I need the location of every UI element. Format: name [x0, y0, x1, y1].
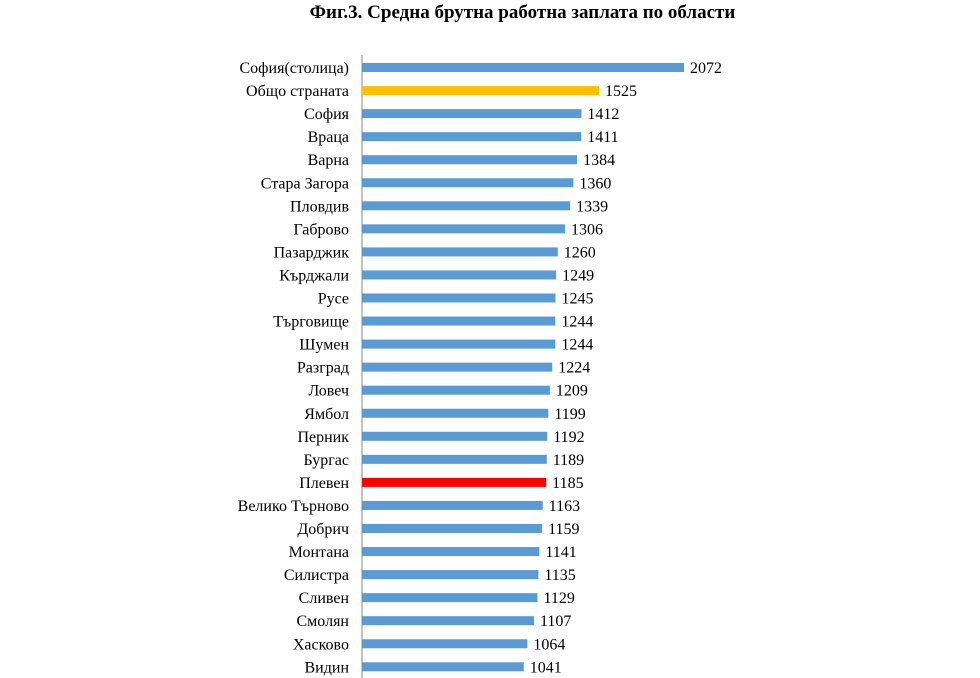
- category-label: Перник: [297, 429, 349, 446]
- bar: [362, 639, 528, 649]
- bar: [362, 270, 557, 280]
- value-label: 1129: [543, 590, 574, 607]
- bar: [362, 316, 556, 326]
- category-label: Силистра: [284, 567, 349, 584]
- value-label: 1360: [579, 175, 611, 192]
- bar: [362, 570, 539, 580]
- bar: [362, 339, 556, 349]
- category-label: Ловеч: [308, 383, 349, 400]
- value-label: 1041: [530, 659, 562, 676]
- category-label: Смолян: [297, 613, 350, 630]
- category-label: Разград: [297, 360, 349, 377]
- bars-group: [362, 63, 684, 672]
- value-label: 1185: [552, 475, 583, 492]
- value-label: 1339: [576, 198, 608, 215]
- value-label: 1249: [562, 267, 594, 284]
- category-label: Враца: [308, 129, 349, 146]
- value-label: 1209: [556, 383, 588, 400]
- chart-title: Фиг.3. Средна брутна работна заплата по …: [309, 2, 736, 23]
- value-label: 1192: [553, 429, 584, 446]
- category-label: Бургас: [303, 452, 349, 469]
- labels-group: София(столица) 2072 Общо страната 1525 София…: [238, 60, 722, 676]
- bar: [362, 477, 547, 487]
- bar: [362, 155, 578, 165]
- bar: [362, 547, 540, 557]
- value-label: 1412: [587, 106, 619, 123]
- value-label: 1411: [587, 129, 618, 146]
- value-label: 1199: [554, 406, 585, 423]
- bar: [362, 454, 547, 464]
- category-label: София(столица): [240, 60, 350, 77]
- value-label: 1245: [561, 291, 593, 308]
- bar: [362, 293, 556, 303]
- bar: [362, 500, 543, 510]
- category-label: Стара Загора: [261, 175, 349, 192]
- bar: [362, 201, 571, 211]
- bar: [362, 86, 599, 96]
- category-label: Пазарджик: [274, 244, 350, 261]
- value-label: 1189: [553, 452, 584, 469]
- bar: [362, 224, 565, 234]
- bar: [362, 63, 684, 72]
- category-label: Ямбол: [304, 406, 349, 423]
- value-label: 1064: [533, 636, 565, 653]
- bar: [362, 247, 558, 257]
- value-label: 1384: [583, 152, 615, 169]
- bar: [362, 362, 553, 372]
- value-label: 1244: [561, 314, 593, 331]
- bar: [362, 132, 582, 142]
- category-label: Кърджали: [279, 267, 349, 284]
- category-label: Сливен: [299, 590, 350, 607]
- category-label: Монтана: [289, 544, 349, 561]
- category-label: Хасково: [293, 636, 349, 653]
- value-label: 1260: [564, 244, 596, 261]
- value-label: 1163: [549, 498, 580, 515]
- value-label: 1244: [561, 337, 593, 354]
- bar: [362, 109, 582, 119]
- bar: [362, 178, 574, 188]
- category-label: Добрич: [297, 521, 349, 538]
- value-label: 1135: [544, 567, 575, 584]
- bar: [362, 408, 549, 418]
- category-label: Търговище: [273, 314, 349, 331]
- category-label: Габрово: [293, 221, 349, 238]
- bar: [362, 593, 538, 603]
- category-label: София: [304, 106, 350, 123]
- bar: [362, 662, 524, 672]
- value-label: 1141: [545, 544, 576, 561]
- category-label: Шумен: [299, 337, 349, 354]
- bar: [362, 431, 548, 441]
- category-label: Велико Търново: [238, 498, 349, 515]
- value-label: 1525: [605, 83, 637, 100]
- value-label: 1107: [540, 613, 571, 630]
- category-label: Плевен: [299, 475, 349, 492]
- value-label: 1224: [558, 360, 590, 377]
- bar: [362, 385, 550, 395]
- value-label: 1306: [571, 221, 603, 238]
- category-label: Общо страната: [246, 83, 349, 100]
- value-label: 2072: [690, 60, 722, 77]
- bar: [362, 524, 543, 533]
- category-label: Русе: [318, 291, 349, 308]
- category-label: Видин: [305, 659, 350, 676]
- value-label: 1159: [548, 521, 579, 538]
- bar: [362, 616, 535, 626]
- category-label: Варна: [308, 152, 349, 169]
- category-label: Пловдив: [290, 198, 349, 215]
